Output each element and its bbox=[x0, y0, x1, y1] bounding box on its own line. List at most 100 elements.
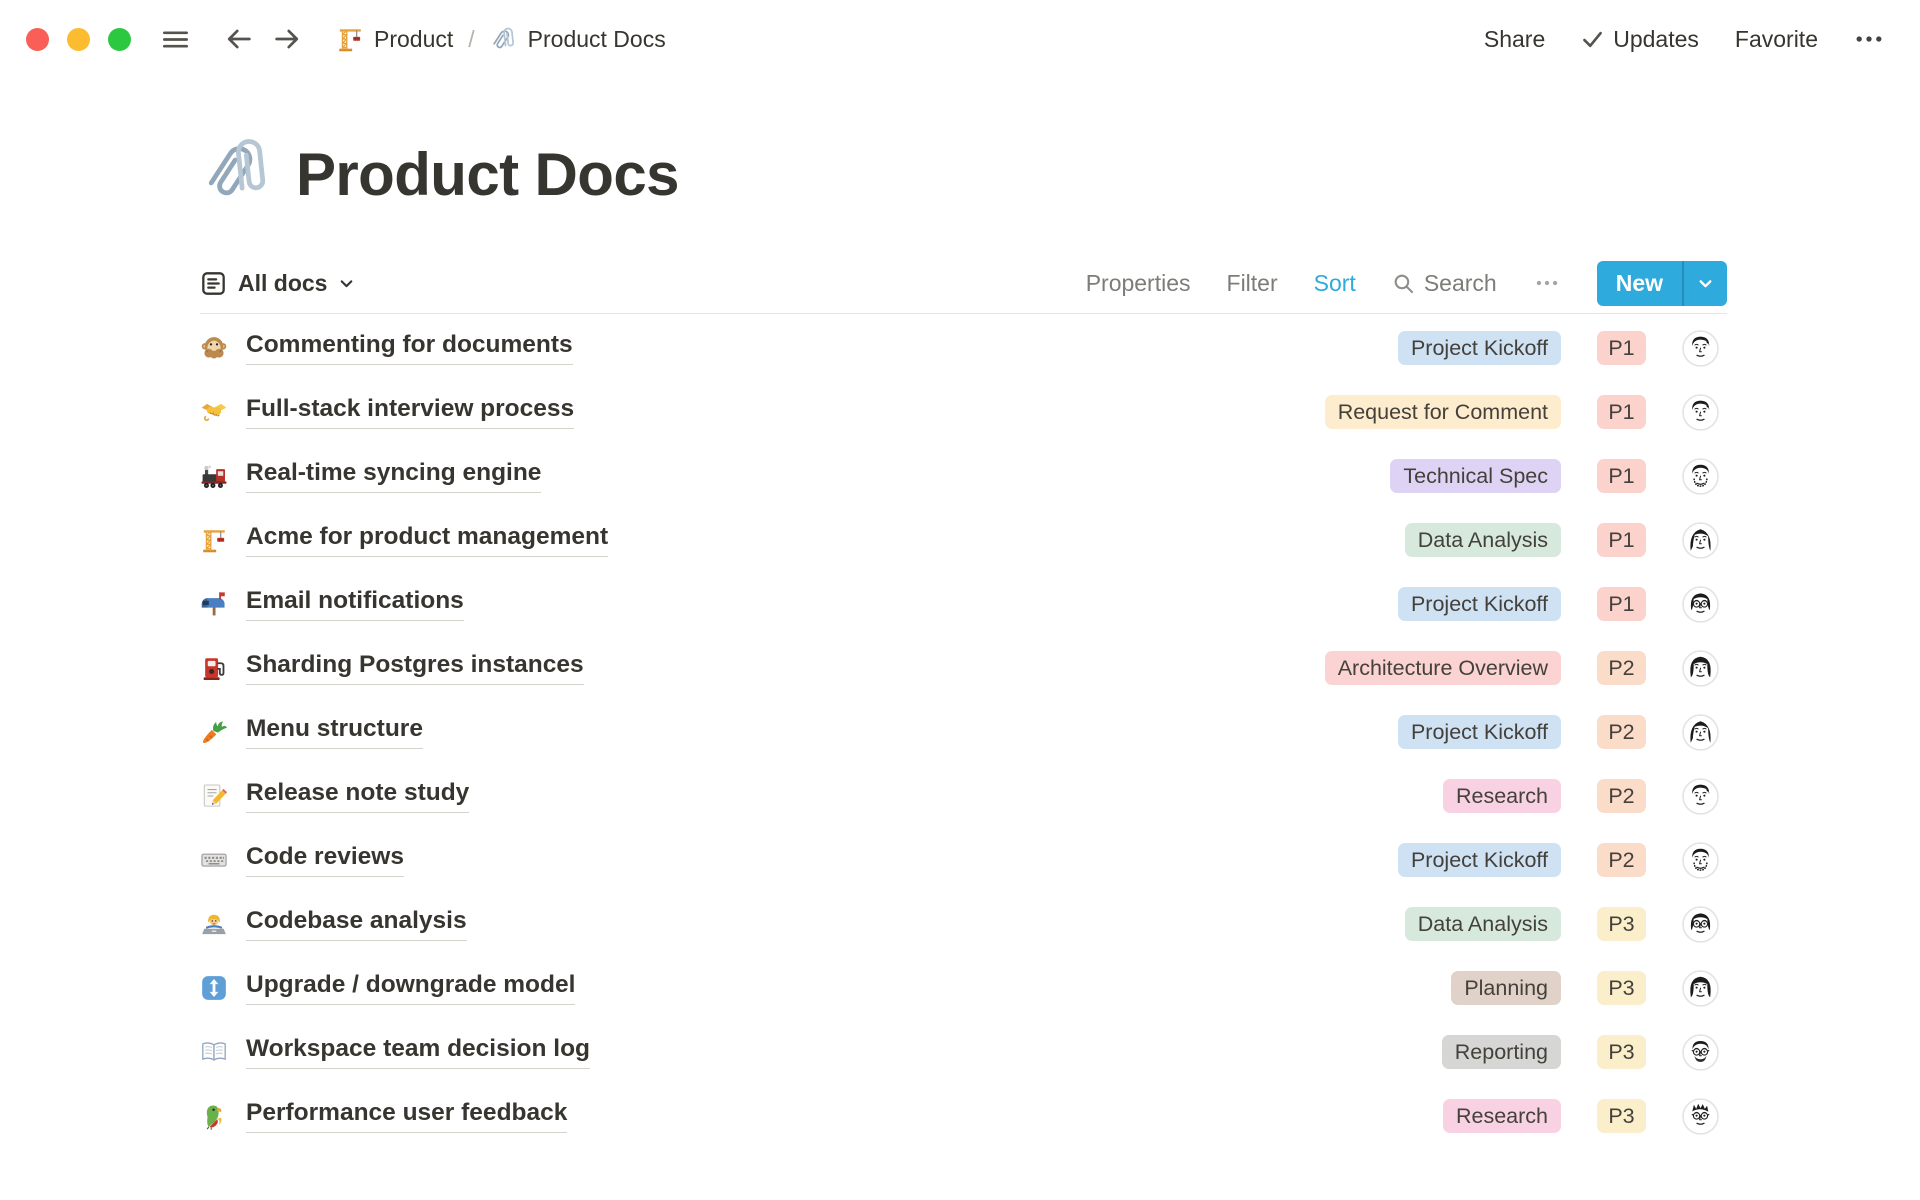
up-down-arrow-icon bbox=[200, 974, 234, 1002]
memo-icon bbox=[200, 782, 234, 810]
updates-button[interactable]: Updates bbox=[1581, 26, 1699, 53]
doc-title-link[interactable]: Email notifications bbox=[246, 587, 464, 621]
avatar-woman-glasses bbox=[1682, 905, 1719, 943]
avatar-man-glasses-beard bbox=[1682, 1033, 1719, 1071]
priority-badge: P1 bbox=[1597, 459, 1646, 493]
priority-badge: P1 bbox=[1597, 587, 1646, 621]
doc-type-tag: Research bbox=[1442, 1099, 1561, 1133]
view-switcher-all-docs[interactable]: All docs bbox=[200, 270, 355, 297]
hamburger-menu-icon[interactable] bbox=[161, 25, 190, 54]
doc-title-link[interactable]: Code reviews bbox=[246, 843, 404, 877]
doc-row[interactable]: Sharding Postgres instances Architecture… bbox=[200, 636, 1727, 700]
share-button[interactable]: Share bbox=[1483, 25, 1546, 52]
linked-paperclips-icon[interactable] bbox=[200, 132, 276, 208]
doc-list-icon bbox=[200, 270, 227, 297]
locomotive-icon bbox=[200, 462, 234, 490]
search-button[interactable]: Search bbox=[1392, 270, 1497, 297]
doc-row[interactable]: Acme for product management Data Analysi… bbox=[200, 508, 1727, 572]
doc-row[interactable]: Email notifications Project Kickoff P1 bbox=[200, 572, 1727, 636]
view-label: All docs bbox=[238, 269, 328, 296]
breadcrumb-separator: / bbox=[468, 25, 475, 52]
avatar-man-beard bbox=[1682, 841, 1719, 879]
doc-row[interactable]: Upgrade / downgrade model Planning P3 bbox=[200, 956, 1727, 1020]
properties-button[interactable]: Properties bbox=[1085, 269, 1191, 296]
avatar-woman-bob bbox=[1682, 649, 1719, 687]
new-button-divider bbox=[1682, 260, 1684, 306]
breadcrumb-item-product-docs[interactable]: Product Docs bbox=[490, 25, 666, 53]
doc-title-link[interactable]: Acme for product management bbox=[246, 523, 609, 557]
mailbox-icon bbox=[200, 590, 234, 618]
priority-badge: P1 bbox=[1597, 331, 1646, 365]
page-content: Product Docs All docs Properties Filter … bbox=[0, 132, 1920, 1148]
minimize-window-button[interactable] bbox=[67, 27, 90, 51]
doc-row[interactable]: Release note study Research P2 bbox=[200, 764, 1727, 828]
breadcrumb-label: Product Docs bbox=[527, 25, 666, 52]
doc-title-link[interactable]: Workspace team decision log bbox=[246, 1035, 591, 1069]
more-options-icon[interactable] bbox=[1854, 24, 1884, 54]
breadcrumb-item-product[interactable]: Product bbox=[336, 25, 453, 53]
close-window-button[interactable] bbox=[26, 27, 49, 51]
doc-type-tag: Architecture Overview bbox=[1324, 651, 1561, 685]
doc-title-link[interactable]: Commenting for documents bbox=[246, 331, 573, 365]
doc-title-link[interactable]: Menu structure bbox=[246, 715, 423, 749]
doc-title-link[interactable]: Full-stack interview process bbox=[246, 395, 575, 429]
priority-badge: P2 bbox=[1597, 715, 1646, 749]
breadcrumb: Product / Product Docs bbox=[336, 25, 666, 53]
avatar-man-beard bbox=[1682, 457, 1719, 495]
doc-row[interactable]: Code reviews Project Kickoff P2 bbox=[200, 828, 1727, 892]
doc-type-tag: Project Kickoff bbox=[1397, 331, 1561, 365]
page-header: Product Docs bbox=[200, 132, 1727, 208]
priority-badge: P3 bbox=[1597, 971, 1646, 1005]
doc-title-link[interactable]: Upgrade / downgrade model bbox=[246, 971, 576, 1005]
avatar-woman-glasses bbox=[1682, 585, 1719, 623]
priority-badge: P3 bbox=[1597, 1035, 1646, 1069]
doc-row[interactable]: Full-stack interview process Request for… bbox=[200, 380, 1727, 444]
new-chevron-down-icon[interactable] bbox=[1684, 261, 1727, 306]
avatar-woman-long-hair bbox=[1682, 521, 1719, 559]
toolbar-more-icon[interactable] bbox=[1533, 269, 1561, 297]
view-toolbar: All docs Properties Filter Sort Search N… bbox=[200, 258, 1727, 308]
forward-arrow-icon[interactable] bbox=[272, 24, 302, 54]
avatar-man-dark-hair bbox=[1682, 777, 1719, 815]
doc-list: Commenting for documents Project Kickoff… bbox=[200, 316, 1727, 1148]
priority-badge: P2 bbox=[1597, 651, 1646, 685]
search-icon bbox=[1394, 274, 1413, 293]
chevron-down-icon bbox=[338, 275, 355, 292]
doc-row[interactable]: Menu structure Project Kickoff P2 bbox=[200, 700, 1727, 764]
priority-badge: P3 bbox=[1597, 1099, 1646, 1133]
doc-row[interactable]: Performance user feedback Research P3 bbox=[200, 1084, 1727, 1148]
doc-type-tag: Technical Spec bbox=[1390, 459, 1561, 493]
fuel-pump-icon bbox=[200, 654, 234, 682]
doc-title-link[interactable]: Codebase analysis bbox=[246, 907, 467, 941]
doc-row[interactable]: Real-time syncing engine Technical Spec … bbox=[200, 444, 1727, 508]
checkmark-icon bbox=[1583, 31, 1603, 47]
doc-title-link[interactable]: Sharding Postgres instances bbox=[246, 651, 584, 685]
doc-title-link[interactable]: Real-time syncing engine bbox=[246, 459, 542, 493]
avatar-man-dark-hair bbox=[1682, 329, 1719, 367]
doc-type-tag: Project Kickoff bbox=[1397, 843, 1561, 877]
handshake-icon bbox=[200, 398, 234, 426]
doc-title-link[interactable]: Release note study bbox=[246, 779, 470, 813]
priority-badge: P1 bbox=[1597, 395, 1646, 429]
doc-title-link[interactable]: Performance user feedback bbox=[246, 1099, 568, 1133]
building-crane-icon bbox=[336, 25, 364, 53]
doc-type-tag: Project Kickoff bbox=[1397, 715, 1561, 749]
doc-row[interactable]: Commenting for documents Project Kickoff… bbox=[200, 316, 1727, 380]
avatar-man-dark-hair bbox=[1682, 393, 1719, 431]
new-button[interactable]: New bbox=[1596, 260, 1727, 306]
breadcrumb-label: Product bbox=[374, 25, 454, 52]
avatar-woman-bob bbox=[1682, 969, 1719, 1007]
titlebar: Product / Product Docs Share Updates Fav… bbox=[0, 0, 1920, 78]
back-arrow-icon[interactable] bbox=[224, 24, 254, 54]
page-title[interactable]: Product Docs bbox=[296, 141, 679, 208]
sort-button[interactable]: Sort bbox=[1313, 269, 1356, 296]
doc-row[interactable]: Codebase analysis Data Analysis P3 bbox=[200, 892, 1727, 956]
carrot-icon bbox=[200, 718, 234, 746]
search-label: Search bbox=[1423, 269, 1497, 296]
favorite-button[interactable]: Favorite bbox=[1734, 25, 1818, 52]
zoom-window-button[interactable] bbox=[108, 27, 131, 51]
doc-type-tag: Data Analysis bbox=[1404, 907, 1561, 941]
filter-button[interactable]: Filter bbox=[1226, 269, 1278, 296]
doc-row[interactable]: Workspace team decision log Reporting P3 bbox=[200, 1020, 1727, 1084]
priority-badge: P2 bbox=[1597, 779, 1646, 813]
